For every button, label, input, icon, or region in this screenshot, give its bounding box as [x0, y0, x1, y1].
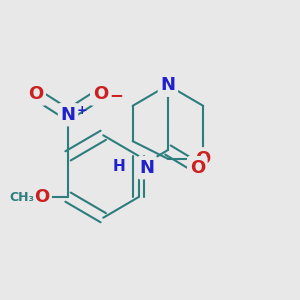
Text: N: N [61, 106, 76, 124]
Text: O: O [28, 85, 43, 103]
Text: +: + [77, 104, 88, 117]
Text: H: H [113, 159, 126, 174]
Text: O: O [93, 85, 108, 103]
Text: N: N [140, 159, 155, 177]
Text: N: N [160, 76, 175, 94]
Text: CH₃: CH₃ [9, 190, 34, 204]
Text: O: O [190, 159, 205, 177]
Text: O: O [34, 188, 49, 206]
Text: −: − [109, 86, 123, 104]
Text: O: O [196, 150, 211, 168]
